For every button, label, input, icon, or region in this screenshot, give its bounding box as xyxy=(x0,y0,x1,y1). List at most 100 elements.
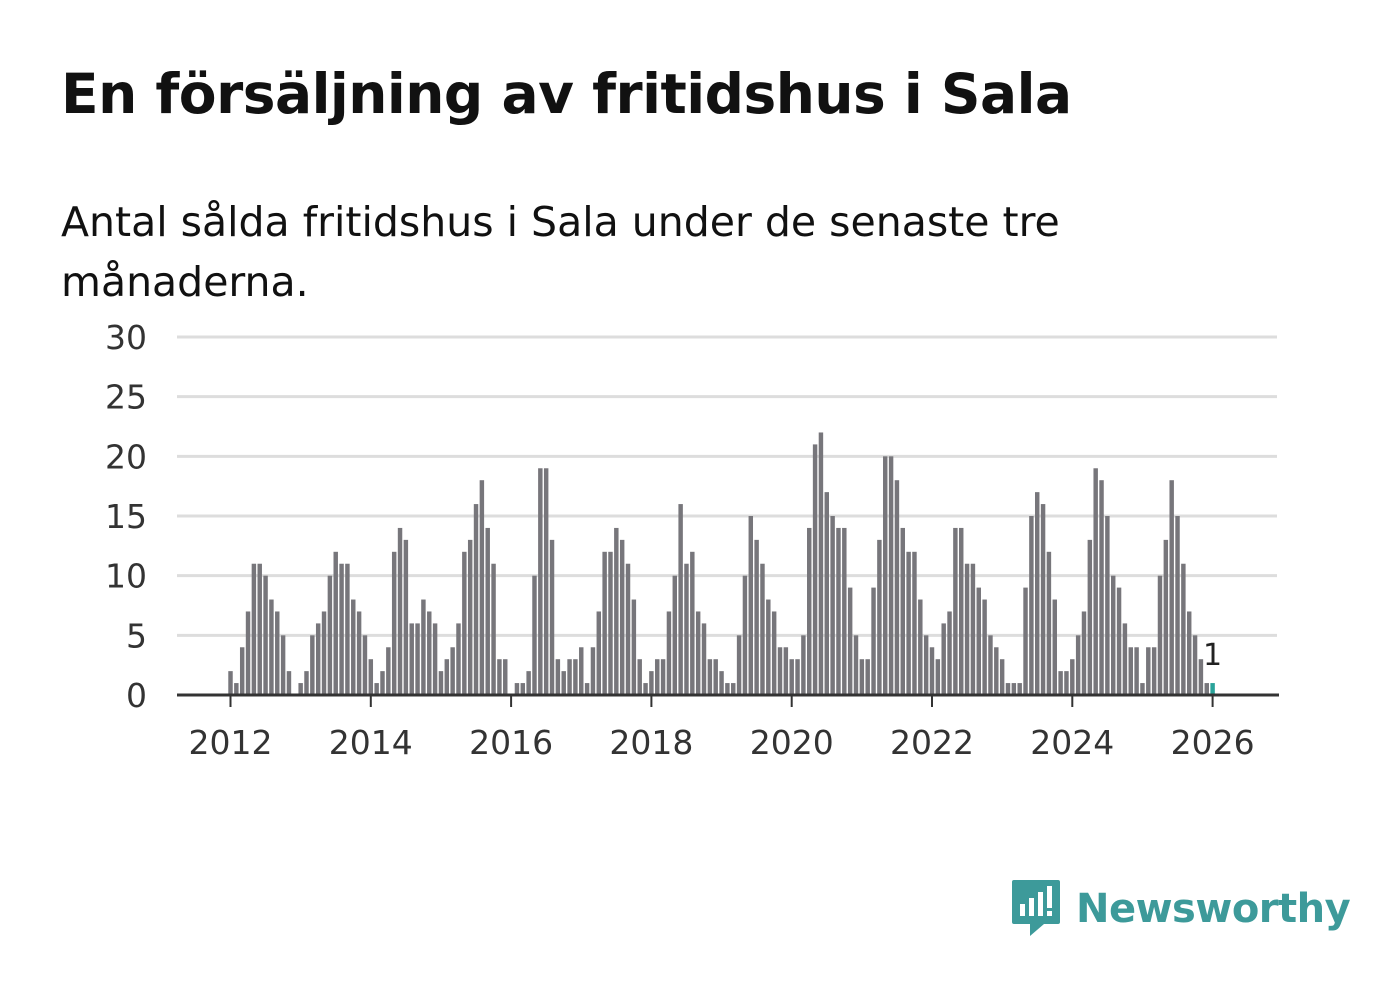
bar xyxy=(315,623,321,695)
bar xyxy=(678,504,683,695)
x-tick-label: 2020 xyxy=(750,723,834,762)
x-axis-ticks: 2012 2014 2016 2018 2020 2022 2024 2026 xyxy=(189,695,1255,762)
bar xyxy=(234,683,239,695)
bar xyxy=(1181,563,1186,695)
x-tick-label: 2018 xyxy=(609,723,693,762)
bar xyxy=(1029,516,1034,695)
bar xyxy=(561,671,566,695)
x-tick-label: 2012 xyxy=(189,723,273,762)
bar xyxy=(351,599,356,695)
newsworthy-logo-icon xyxy=(1012,880,1060,936)
bar xyxy=(614,527,619,695)
bar xyxy=(409,623,414,695)
y-axis-ticks: 0 5 10 15 20 25 30 xyxy=(105,318,147,715)
bar xyxy=(637,659,642,695)
bar xyxy=(1151,647,1157,695)
bar xyxy=(584,683,590,695)
bar xyxy=(333,551,338,695)
bar xyxy=(783,647,789,695)
bar xyxy=(1140,683,1145,695)
bar xyxy=(1134,647,1139,695)
bar xyxy=(1146,647,1151,695)
bar xyxy=(1105,516,1110,695)
bar xyxy=(643,683,648,695)
bar xyxy=(1052,599,1057,695)
bar xyxy=(538,468,543,695)
bar xyxy=(380,671,385,695)
bar xyxy=(456,623,461,695)
bar xyxy=(859,659,865,695)
bar xyxy=(503,659,508,695)
bar xyxy=(1023,587,1028,695)
bar xyxy=(894,480,900,695)
bar xyxy=(1099,480,1104,695)
bar xyxy=(403,539,409,695)
bar xyxy=(941,623,946,695)
bar xyxy=(444,659,450,695)
chart-title: En försäljning av fritidshus i Sala xyxy=(61,62,1072,126)
bar xyxy=(1064,671,1069,695)
bar xyxy=(625,563,631,695)
bar xyxy=(520,683,526,695)
bar xyxy=(865,659,870,695)
y-tick-label: 20 xyxy=(105,437,147,476)
bar-value-label: 1 xyxy=(1203,638,1222,673)
bar xyxy=(310,635,315,695)
bar xyxy=(228,671,233,695)
brand-logo: Newsworthy xyxy=(1010,878,1351,940)
bar xyxy=(251,563,257,695)
bar xyxy=(666,611,672,695)
bar xyxy=(725,683,730,695)
bar xyxy=(543,468,549,695)
bar xyxy=(713,659,718,695)
x-tick-label: 2024 xyxy=(1030,723,1114,762)
bar xyxy=(842,527,847,695)
bar xyxy=(1075,635,1081,695)
bar xyxy=(491,563,496,695)
x-tick-label: 2026 xyxy=(1171,723,1255,762)
bar xyxy=(1163,539,1169,695)
bar xyxy=(1210,683,1215,695)
bar xyxy=(801,635,806,695)
bar xyxy=(947,611,952,695)
y-tick-label: 30 xyxy=(105,318,147,357)
bar xyxy=(818,432,824,695)
bar xyxy=(789,659,794,695)
bar xyxy=(771,611,777,695)
bar xyxy=(959,527,964,695)
bar xyxy=(368,659,374,695)
bar xyxy=(438,671,444,695)
bar xyxy=(1198,659,1204,695)
bar xyxy=(719,671,724,695)
bar xyxy=(877,539,882,695)
bar xyxy=(339,563,344,695)
bar xyxy=(245,611,251,695)
bar xyxy=(362,635,368,695)
bar xyxy=(608,551,613,695)
bar xyxy=(982,599,987,695)
bar xyxy=(257,563,262,695)
bar xyxy=(900,527,905,695)
bar xyxy=(345,563,350,695)
bar xyxy=(1017,683,1022,695)
y-tick-label: 25 xyxy=(105,378,147,417)
bar xyxy=(923,635,929,695)
bar xyxy=(742,575,748,695)
bar xyxy=(994,647,999,695)
bar xyxy=(929,647,935,695)
bar xyxy=(953,527,958,695)
bar xyxy=(1116,587,1122,695)
y-tick-label: 5 xyxy=(126,616,147,655)
bar xyxy=(1175,516,1180,695)
bar xyxy=(462,551,467,695)
bar xyxy=(707,659,713,695)
bar xyxy=(473,504,479,695)
bar xyxy=(304,671,309,695)
y-tick-label: 0 xyxy=(126,676,147,715)
bar xyxy=(1204,683,1209,695)
y-tick-label: 15 xyxy=(105,497,147,536)
bar xyxy=(280,635,286,695)
bar xyxy=(795,659,800,695)
bar xyxy=(935,659,941,695)
